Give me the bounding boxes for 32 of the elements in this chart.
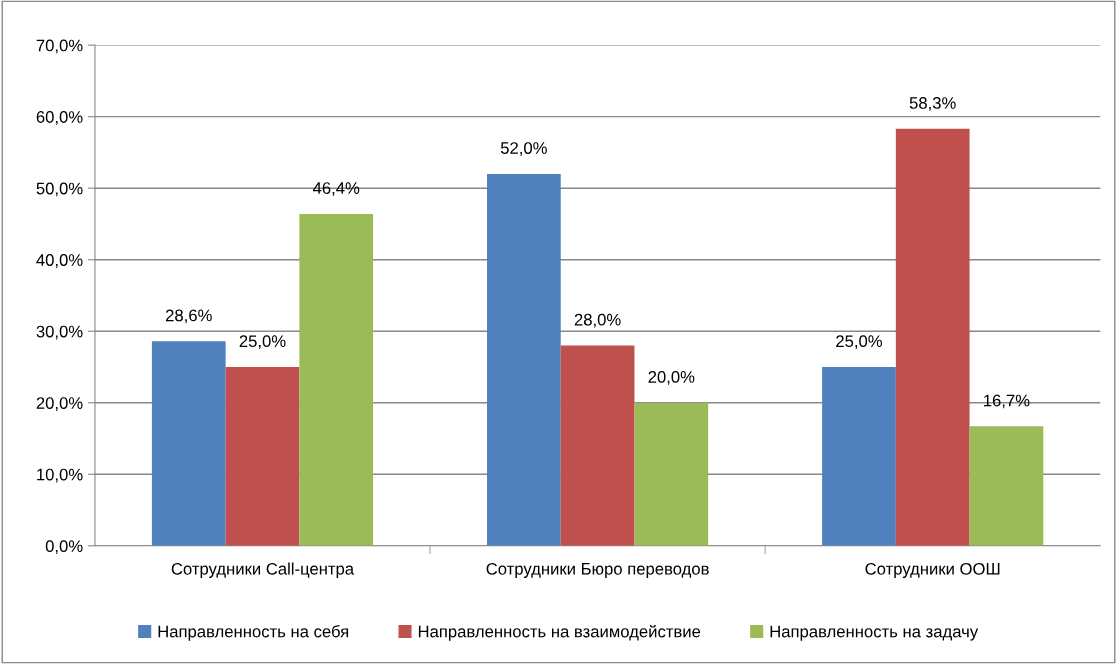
data-label: 16,7%: [984, 394, 1030, 409]
y-tick-label: 30,0%: [36, 325, 83, 340]
data-label: 20,0%: [648, 371, 695, 385]
bar: [299, 213, 374, 546]
legend-label: Направленность на взаимодействие: [418, 624, 701, 641]
bar: [969, 426, 1044, 546]
y-tick-label: 10,0%: [37, 468, 83, 483]
y-tick-label: 0,0%: [45, 540, 83, 554]
data-label: 28,6%: [165, 309, 212, 324]
data-label: 28,0%: [574, 313, 621, 328]
y-tick-label: 60,0%: [36, 111, 83, 125]
bar: [895, 128, 970, 546]
data-label: 46,4%: [312, 182, 360, 196]
data-label: 52,0%: [500, 142, 547, 156]
x-tick-label: Сотрудники ООШ: [865, 562, 1000, 579]
y-tick-label: 20,0%: [36, 397, 83, 411]
legend-label: Направленность на себя: [158, 625, 349, 641]
x-tick-label: Сотрудники Call-центра: [171, 562, 355, 579]
bar: [487, 173, 561, 546]
bar: [634, 402, 709, 546]
bar: [151, 341, 226, 546]
y-tick-label: 70,0%: [36, 39, 83, 54]
data-label: 25,0%: [836, 335, 883, 350]
data-label: 25,0%: [239, 335, 286, 350]
bar: [225, 367, 300, 546]
y-tick-label: 50,0%: [36, 182, 83, 197]
x-tick-label: Сотрудники Бюро переводов: [486, 562, 709, 579]
legend-label: Направленность на задачу: [770, 625, 979, 641]
data-label: 58,3%: [909, 97, 956, 111]
bar: [822, 367, 896, 546]
y-tick-label: 40,0%: [36, 254, 83, 268]
bar: [560, 345, 635, 546]
